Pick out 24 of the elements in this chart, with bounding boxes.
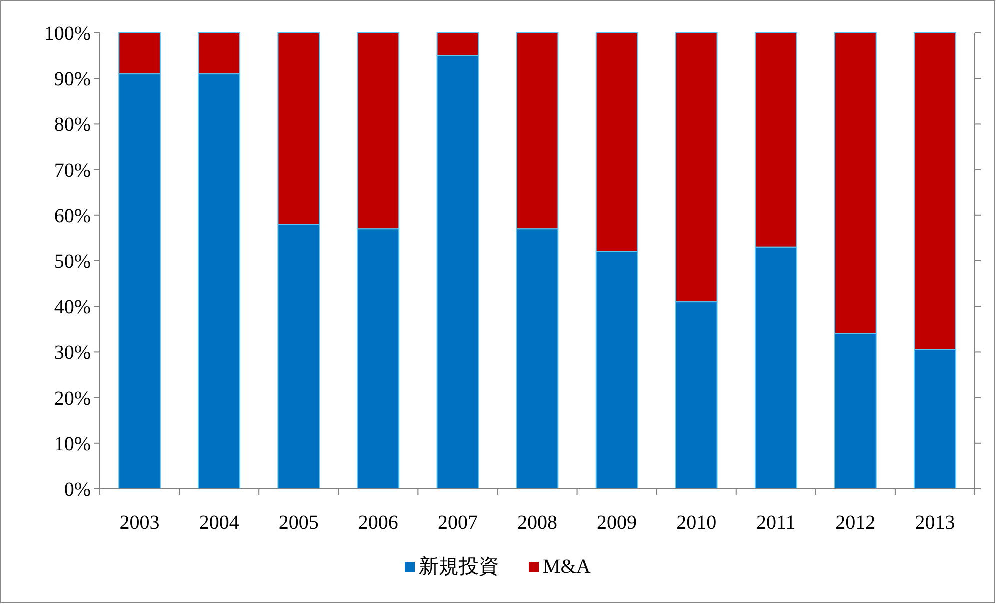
y-tick-label: 60%	[54, 205, 91, 228]
y-tick-label: 90%	[54, 68, 91, 91]
x-tick-label: 2011	[756, 512, 796, 534]
y-tick-label: 20%	[54, 388, 91, 410]
legend-label: M&A	[543, 556, 592, 578]
x-tick-label: 2010	[676, 512, 717, 534]
y-tick-label: 30%	[54, 342, 91, 364]
y-tick-label: 0%	[64, 479, 91, 501]
x-tick-label: 2007	[438, 512, 478, 534]
x-tick-label: 2004	[199, 512, 240, 534]
x-tick-label: 2005	[278, 512, 319, 534]
legend-label: 新規投資	[419, 556, 499, 578]
x-tick-label: 2006	[358, 512, 398, 534]
y-tick-label: 80%	[54, 114, 91, 136]
x-tick-label: 2012	[836, 512, 876, 534]
x-tick-label: 2009	[597, 512, 638, 534]
x-tick-label: 2003	[120, 512, 160, 534]
y-tick-label: 10%	[54, 433, 91, 456]
y-tick-label: 40%	[54, 296, 91, 319]
y-tick-label: 50%	[54, 251, 91, 273]
x-tick-label: 2013	[915, 512, 956, 534]
y-tick-label: 100%	[44, 23, 91, 45]
y-tick-label: 70%	[54, 160, 91, 182]
x-tick-label: 2008	[518, 512, 558, 534]
